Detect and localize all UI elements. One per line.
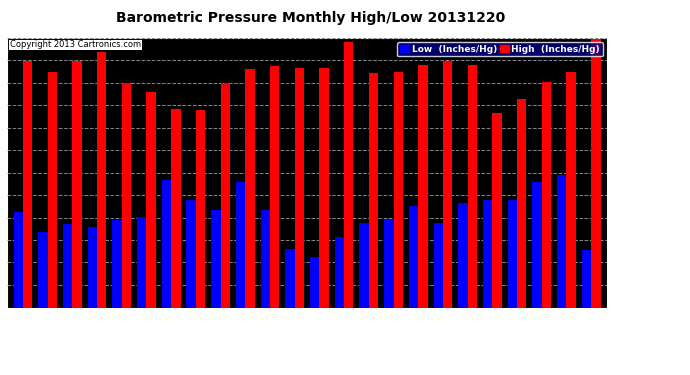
Text: Copyright 2013 Cartronics.com: Copyright 2013 Cartronics.com bbox=[10, 40, 141, 49]
Bar bbox=[14, 211, 23, 308]
Bar bbox=[137, 217, 146, 308]
Bar bbox=[63, 224, 72, 308]
Bar bbox=[493, 113, 502, 308]
Bar bbox=[48, 72, 57, 308]
Bar bbox=[483, 200, 493, 308]
Legend: Low  (Inches/Hg), High  (Inches/Hg): Low (Inches/Hg), High (Inches/Hg) bbox=[397, 42, 602, 56]
Bar bbox=[285, 249, 295, 308]
Bar bbox=[146, 92, 156, 308]
Text: Barometric Pressure Monthly High/Low 20131220: Barometric Pressure Monthly High/Low 201… bbox=[116, 11, 505, 25]
Bar bbox=[508, 200, 517, 308]
Bar bbox=[261, 210, 270, 308]
Bar bbox=[295, 68, 304, 308]
Bar bbox=[542, 82, 551, 308]
Bar bbox=[418, 65, 428, 308]
Bar bbox=[335, 237, 344, 308]
Bar bbox=[319, 68, 329, 308]
Bar bbox=[533, 182, 542, 308]
Bar bbox=[344, 42, 353, 308]
Bar bbox=[310, 257, 319, 307]
Bar bbox=[211, 210, 221, 308]
Bar bbox=[171, 109, 181, 307]
Bar bbox=[161, 180, 171, 308]
Bar bbox=[221, 83, 230, 308]
Bar bbox=[517, 99, 526, 308]
Bar bbox=[409, 206, 418, 308]
Bar bbox=[582, 250, 591, 307]
Bar bbox=[433, 223, 443, 308]
Bar bbox=[112, 220, 121, 308]
Bar bbox=[270, 66, 279, 308]
Bar bbox=[236, 182, 245, 308]
Bar bbox=[591, 39, 600, 308]
Bar bbox=[72, 61, 81, 308]
Bar bbox=[38, 231, 48, 308]
Bar bbox=[359, 223, 369, 308]
Bar bbox=[557, 175, 566, 308]
Bar bbox=[369, 74, 378, 308]
Bar bbox=[393, 72, 403, 308]
Bar bbox=[23, 61, 32, 308]
Bar bbox=[384, 219, 393, 308]
Bar bbox=[458, 203, 468, 308]
Bar bbox=[245, 69, 255, 308]
Bar bbox=[196, 111, 205, 308]
Bar bbox=[566, 72, 576, 308]
Bar bbox=[88, 227, 97, 308]
Bar bbox=[443, 61, 453, 308]
Bar bbox=[186, 200, 196, 308]
Bar bbox=[121, 83, 131, 308]
Bar bbox=[97, 52, 106, 308]
Bar bbox=[468, 65, 477, 308]
